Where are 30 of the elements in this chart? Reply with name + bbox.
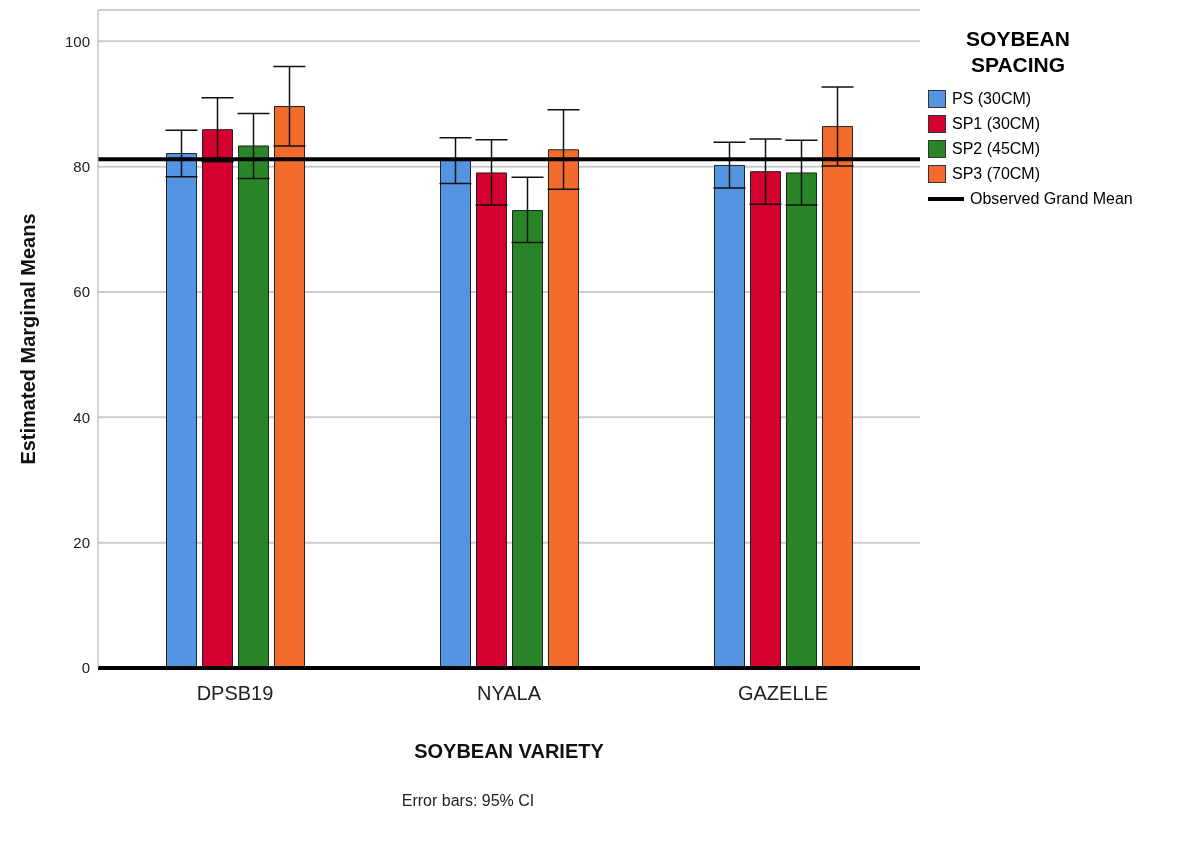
legend-label: SP3 (70CM) xyxy=(952,164,1041,183)
y-axis-title: Estimated Marginal Means xyxy=(17,213,40,465)
x-tick-label: DPSB19 xyxy=(196,682,274,705)
y-tick-label: 80 xyxy=(73,157,90,175)
y-tick-label: 100 xyxy=(64,32,90,50)
y-tick-label: 0 xyxy=(81,659,90,677)
bar xyxy=(714,164,745,668)
bar xyxy=(238,145,269,668)
bar xyxy=(750,171,781,668)
x-tick-label: GAZELLE xyxy=(737,682,829,705)
y-tick-label: 40 xyxy=(73,408,90,426)
y-tick-label: 20 xyxy=(73,533,90,551)
legend-title: SOYBEAN SPACING xyxy=(965,26,1071,78)
x-axis-title: SOYBEAN VARIETY xyxy=(414,740,605,762)
bar xyxy=(202,129,233,668)
bar xyxy=(512,210,543,668)
bar xyxy=(440,159,471,668)
legend-label: Observed Grand Mean xyxy=(970,189,1133,208)
legend-label: SP1 (30CM) xyxy=(952,114,1041,133)
bar xyxy=(822,126,853,668)
text: Error bars: 95% CI xyxy=(400,792,536,810)
bar xyxy=(548,149,579,668)
bar xyxy=(786,172,817,668)
x-tick-label: NYALA xyxy=(476,682,542,705)
bar xyxy=(166,153,197,668)
bar xyxy=(274,106,305,668)
legend-label: SP2 (45CM) xyxy=(952,139,1041,158)
legend-label: PS (30CM) xyxy=(952,89,1032,108)
y-tick-label: 60 xyxy=(73,283,90,301)
bar xyxy=(476,172,507,668)
